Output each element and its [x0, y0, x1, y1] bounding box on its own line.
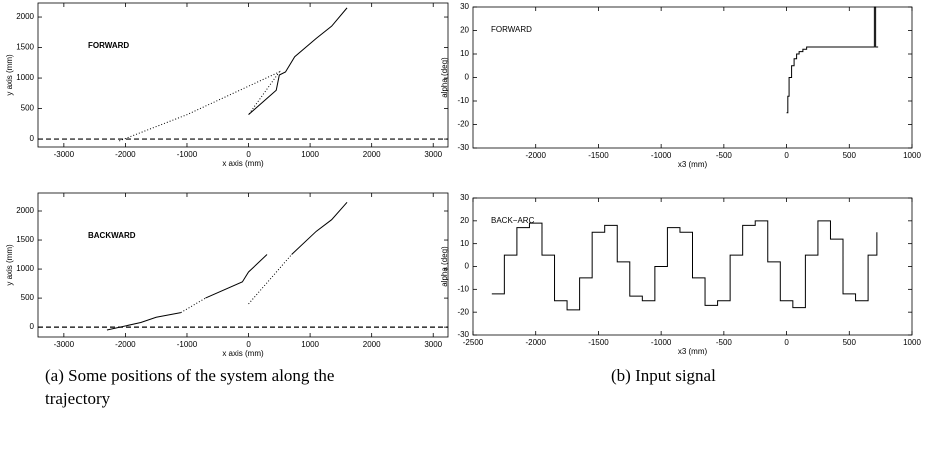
annotation: FORWARD: [491, 25, 532, 34]
x-tick-label: -2000: [115, 150, 136, 159]
y-axis-label: alpha (deg): [440, 57, 449, 98]
x-tick-label: -2000: [115, 340, 136, 349]
x-tick-label: 500: [843, 151, 857, 160]
x-tick-label: 0: [246, 150, 251, 159]
y-axis-label: y axis (mm): [5, 54, 14, 96]
x-tick-label: -3000: [54, 150, 75, 159]
x-tick-label: 1000: [903, 338, 921, 347]
y-tick-label: 20: [460, 26, 469, 35]
x-tick-label: -1500: [588, 338, 609, 347]
y-tick-label: 30: [460, 2, 469, 11]
y-tick-label: 0: [465, 73, 470, 82]
x-tick-label: -500: [716, 151, 733, 160]
x-tick-label: -1000: [177, 340, 198, 349]
series-line: [119, 70, 281, 142]
x-tick-label: 2000: [363, 340, 381, 349]
x-tick-label: 3000: [424, 150, 442, 159]
series-line: [491, 220, 878, 311]
x-tick-label: 1000: [301, 150, 319, 159]
annotation: FORWARD: [88, 41, 129, 50]
series-line: [106, 201, 348, 331]
x-tick-label: -2000: [525, 151, 546, 160]
plot-frame: [37, 192, 449, 338]
x-axis-label: x axis (mm): [222, 159, 264, 168]
series-line: [786, 6, 879, 114]
x-tick-label: -1000: [651, 338, 672, 347]
x-tick-label: 3000: [424, 340, 442, 349]
y-tick-label: 500: [21, 293, 35, 302]
y-tick-label: -20: [457, 307, 469, 316]
annotation: BACKWARD: [88, 231, 136, 240]
y-tick-label: 10: [460, 49, 469, 58]
y-tick-label: -10: [457, 96, 469, 105]
plot-frame: [472, 6, 913, 149]
y-tick-label: 500: [21, 104, 35, 113]
caption: (a) Some positions of the system along t…: [45, 366, 335, 408]
y-axis-label: alpha (deg): [440, 246, 449, 287]
x-tick-label: 0: [246, 340, 251, 349]
y-tick-label: 1500: [16, 43, 34, 52]
y-tick-label: -30: [457, 143, 469, 152]
caption: (b) Input signal: [611, 366, 716, 385]
x-axis-label: x3 (mm): [678, 347, 708, 356]
x-tick-label: 0: [784, 338, 789, 347]
x-tick-label: -1000: [651, 151, 672, 160]
annotation: BACK−ARC: [491, 216, 535, 225]
y-tick-label: 2000: [16, 12, 34, 21]
x-tick-label: -1500: [588, 151, 609, 160]
y-tick-label: 0: [30, 134, 35, 143]
y-tick-label: 1000: [16, 73, 34, 82]
series-line: [248, 7, 348, 116]
x-axis-label: x axis (mm): [222, 349, 264, 358]
x-tick-label: -3000: [54, 340, 75, 349]
x-tick-label: 1000: [301, 340, 319, 349]
x-axis-label: x3 (mm): [678, 160, 708, 169]
y-tick-label: 30: [460, 193, 469, 202]
y-tick-label: 10: [460, 239, 469, 248]
plot-frame: [37, 2, 449, 148]
x-tick-label: 500: [843, 338, 857, 347]
x-tick-label: 2000: [363, 150, 381, 159]
y-tick-label: 20: [460, 216, 469, 225]
y-tick-label: 1000: [16, 264, 34, 273]
y-axis-label: y axis (mm): [5, 244, 14, 286]
y-tick-label: 1500: [16, 235, 34, 244]
x-tick-label: -2500: [463, 338, 484, 347]
y-tick-label: -10: [457, 284, 469, 293]
y-tick-label: 2000: [16, 206, 34, 215]
x-tick-label: 1000: [903, 151, 921, 160]
x-tick-label: -1000: [177, 150, 198, 159]
y-tick-label: 0: [30, 322, 35, 331]
x-tick-label: -2000: [525, 338, 546, 347]
x-tick-label: -500: [716, 338, 733, 347]
series-line: [180, 254, 293, 314]
x-tick-label: 0: [784, 151, 789, 160]
y-tick-label: -30: [457, 330, 469, 339]
y-tick-label: 0: [465, 262, 470, 271]
y-tick-label: -20: [457, 120, 469, 129]
